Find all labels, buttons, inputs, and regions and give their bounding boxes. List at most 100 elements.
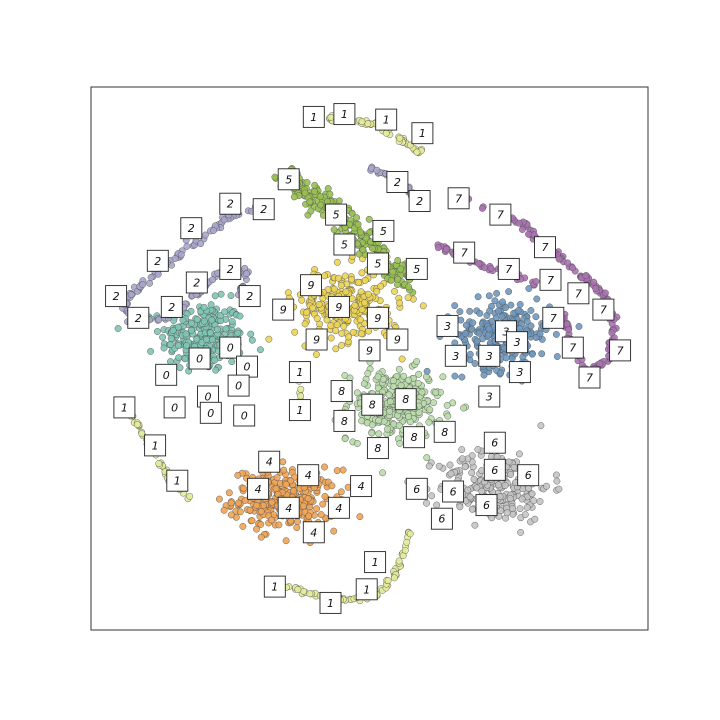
thumbnail-frame [478, 344, 501, 367]
data-point-digit-4 [253, 501, 260, 509]
data-point-digit-9 [335, 274, 342, 282]
data-point-digit-1 [358, 118, 366, 126]
data-point-digit-1 [401, 546, 409, 554]
data-point-digit-2 [197, 240, 205, 248]
data-point-digit-8 [439, 373, 447, 381]
data-point-digit-3 [456, 308, 464, 316]
data-point-digit-9 [358, 330, 365, 338]
data-point-digit-4 [272, 485, 280, 493]
data-point-digit-6 [523, 504, 531, 511]
thumbnail-digit-2: 2 [160, 295, 183, 318]
data-point-digit-7 [601, 289, 609, 297]
data-point-digit-3 [497, 369, 505, 377]
data-point-digit-9 [348, 275, 355, 283]
data-point-digit-9 [358, 269, 366, 277]
thumbnail-digit-label: 2 [135, 312, 142, 325]
thumbnail-digit-6: 6 [430, 507, 453, 530]
thumbnail-digit-6: 6 [517, 464, 540, 487]
thumbnail-digit-label: 1 [327, 597, 334, 610]
data-point-digit-2 [154, 270, 162, 278]
thumbnail-digit-2: 2 [219, 257, 242, 280]
thumbnail-frame [366, 437, 389, 460]
data-point-digit-8 [368, 429, 376, 437]
thumbnail-digit-1: 1 [302, 105, 325, 128]
thumbnail-digit-5: 5 [333, 233, 356, 256]
data-point-digit-7 [442, 245, 450, 253]
thumbnail-digit-9: 9 [327, 295, 350, 318]
thumbnail-digit-label: 1 [383, 114, 390, 127]
data-point-digit-6 [470, 475, 478, 483]
thumbnail-digit-1: 1 [364, 551, 387, 574]
thumbnail-digit-label: 5 [333, 209, 340, 222]
data-point-digit-5 [353, 214, 361, 222]
data-point-digit-3 [476, 309, 484, 317]
thumbnail-digit-0: 0 [188, 347, 211, 370]
data-point-digit-9 [361, 299, 368, 307]
data-point-digit-3 [527, 322, 535, 330]
data-point-digit-9 [391, 287, 398, 295]
data-point-digit-6 [507, 471, 515, 478]
thumbnail-digit-label: 7 [575, 287, 582, 300]
thumbnail-digit-label: 5 [413, 263, 420, 276]
data-point-digit-2 [243, 270, 251, 278]
data-point-digit-4 [240, 484, 248, 492]
thumbnail-frame [263, 575, 286, 598]
data-point-digit-9 [321, 272, 329, 280]
thumbnail-digit-2: 2 [386, 171, 409, 193]
data-point-digit-8 [395, 422, 403, 430]
thumbnail-digit-label: 3 [514, 336, 521, 349]
thumbnail-frame [272, 298, 295, 321]
thumbnail-digit-label: 6 [438, 513, 445, 526]
data-point-digit-5 [354, 220, 362, 228]
data-point-digit-2 [155, 316, 163, 324]
data-point-digit-1 [294, 586, 302, 594]
data-point-digit-9 [332, 327, 340, 335]
thumbnail-digit-label: 6 [525, 469, 532, 482]
data-point-digit-8 [396, 439, 404, 447]
data-point-digit-9 [358, 306, 366, 313]
thumbnail-digit-label: 1 [310, 111, 317, 124]
thumbnail-digit-label: 5 [374, 258, 381, 271]
data-point-digit-1 [327, 113, 335, 121]
data-point-digit-3 [484, 331, 492, 339]
data-point-digit-4 [227, 511, 235, 519]
data-point-digit-0 [236, 312, 244, 320]
thumbnail-digit-7: 7 [534, 236, 556, 259]
data-point-digit-9 [315, 300, 323, 308]
data-point-digit-2 [171, 255, 179, 262]
data-point-digit-0 [213, 325, 221, 333]
thumbnail-digit-label: 1 [296, 366, 303, 379]
data-point-digit-0 [176, 364, 184, 372]
data-point-digit-3 [502, 304, 509, 312]
thumbnail-digit-label: 6 [483, 499, 490, 512]
data-point-digit-0 [211, 356, 219, 364]
thumbnail-digit-7: 7 [539, 268, 562, 291]
thumbnail-digit-3: 3 [436, 314, 459, 337]
thumbnail-digit-label: 1 [174, 475, 181, 488]
thumbnail-digit-6: 6 [442, 480, 465, 503]
data-point-digit-5 [316, 193, 324, 201]
data-point-digit-2 [373, 166, 381, 174]
thumbnail-digit-6: 6 [483, 458, 506, 481]
thumbnail-digit-label: 7 [600, 304, 607, 317]
data-point-digit-6 [478, 487, 486, 495]
thumbnail-digit-9: 9 [272, 298, 295, 321]
thumbnail-digit-4: 4 [258, 450, 281, 473]
data-point-digit-0 [193, 335, 201, 343]
data-point-digit-4 [294, 518, 301, 526]
thumbnail-digit-label: 0 [227, 342, 234, 355]
thumbnail-digit-label: 1 [296, 404, 303, 417]
data-point-digit-8 [385, 391, 393, 399]
data-point-digit-1 [297, 392, 305, 400]
data-point-digit-9 [398, 355, 406, 363]
thumbnail-frame [411, 122, 434, 145]
data-point-digit-6 [468, 505, 476, 513]
data-point-digit-4 [239, 522, 247, 530]
thumbnail-frame [453, 241, 476, 264]
data-point-digit-4 [333, 467, 341, 475]
thumbnail-digit-label: 9 [280, 304, 287, 317]
data-point-digit-9 [365, 327, 373, 335]
thumbnail-frame [447, 187, 470, 210]
thumbnail-digit-1: 1 [263, 575, 286, 598]
